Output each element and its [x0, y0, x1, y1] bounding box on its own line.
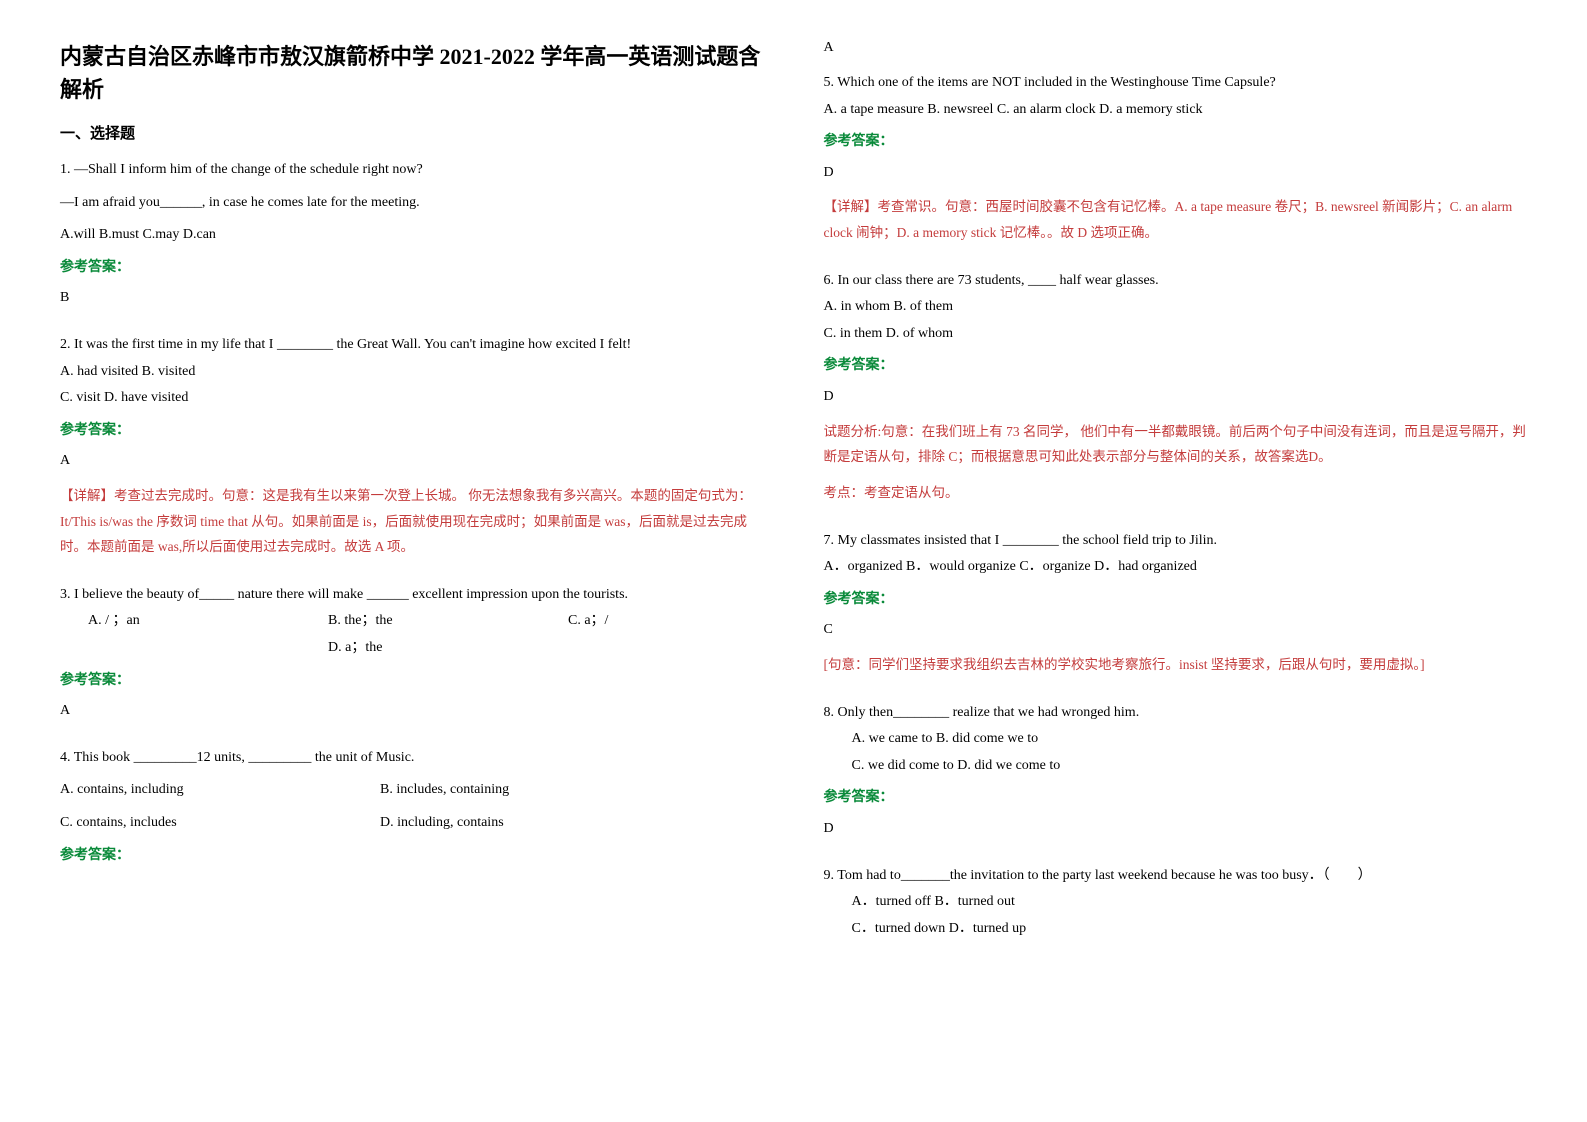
question-2: 2. It was the first time in my life that…: [60, 332, 764, 570]
q8-answer: D: [824, 816, 1528, 843]
q6-line1: 6. In our class there are 73 students, _…: [824, 268, 1528, 295]
q1-answer: B: [60, 285, 764, 312]
q7-explanation: [句意：同学们坚持要求我组织去吉林的学校实地考察旅行。insist 坚持要求，后…: [824, 652, 1528, 678]
q4-opt-b: B. includes, containing: [380, 777, 509, 804]
question-6: 6. In our class there are 73 students, _…: [824, 268, 1528, 516]
q8-options-b: C. we did come to D. did we come to: [824, 753, 1528, 780]
q8-line1: 8. Only then________ realize that we had…: [824, 700, 1528, 727]
question-8: 8. Only then________ realize that we had…: [824, 700, 1528, 851]
q3-answer: A: [60, 698, 764, 725]
q4-opt-a: A. contains, including: [60, 777, 340, 804]
q6-options-a: A. in whom B. of them: [824, 294, 1528, 321]
q9-options-a: A．turned off B．turned out: [824, 889, 1528, 916]
q3-opt-spacer: [88, 635, 288, 662]
q5-options: A. a tape measure B. newsreel C. an alar…: [824, 97, 1528, 124]
q5-answer: D: [824, 160, 1528, 187]
q8-options-a: A. we came to B. did come we to: [824, 726, 1528, 753]
q4-line1: 4. This book _________12 units, ________…: [60, 745, 764, 772]
q6-answer: D: [824, 384, 1528, 411]
question-1: 1. —Shall I inform him of the change of …: [60, 157, 764, 320]
q1-answer-label: 参考答案：: [60, 255, 764, 282]
q2-options-a: A. had visited B. visited: [60, 359, 764, 386]
q6-explanation-1: 试题分析:句意：在我们班上有 73 名同学， 他们中有一半都戴眼镜。前后两个句子…: [824, 419, 1528, 470]
q9-options-b: C．turned down D．turned up: [824, 916, 1528, 943]
q2-line1: 2. It was the first time in my life that…: [60, 332, 764, 359]
document-title: 内蒙古自治区赤峰市市敖汉旗箭桥中学 2021-2022 学年高一英语测试题含解析: [60, 40, 764, 106]
q4-options-row1: A. contains, including B. includes, cont…: [60, 777, 764, 804]
q4-answer-label: 参考答案：: [60, 843, 764, 870]
q7-answer: C: [824, 617, 1528, 644]
question-3: 3. I believe the beauty of_____ nature t…: [60, 582, 764, 733]
q5-answer-label: 参考答案：: [824, 129, 1528, 156]
question-7: 7. My classmates insisted that I _______…: [824, 528, 1528, 688]
q2-options-b: C. visit D. have visited: [60, 385, 764, 412]
q3-opt-d: D. a；the: [328, 635, 382, 662]
q1-options: A.will B.must C.may D.can: [60, 222, 764, 249]
q7-answer-label: 参考答案：: [824, 587, 1528, 614]
q9-line1: 9. Tom had to_______the invitation to th…: [824, 863, 1528, 890]
q7-line1: 7. My classmates insisted that I _______…: [824, 528, 1528, 555]
question-5: 5. Which one of the items are NOT includ…: [824, 70, 1528, 256]
q4-opt-c: C. contains, includes: [60, 810, 340, 837]
q4-answer: A: [824, 40, 1528, 56]
q3-options-row2: D. a；the: [60, 635, 764, 662]
q2-answer: A: [60, 448, 764, 475]
left-column: 内蒙古自治区赤峰市市敖汉旗箭桥中学 2021-2022 学年高一英语测试题含解析…: [60, 40, 764, 1082]
section-1-heading: 一、选择题: [60, 122, 764, 143]
q4-opt-d: D. including, contains: [380, 810, 504, 837]
q3-opt-c: C. a；/: [568, 608, 608, 635]
q5-line1: 5. Which one of the items are NOT includ…: [824, 70, 1528, 97]
q1-line2: —I am afraid you______, in case he comes…: [60, 190, 764, 217]
q6-explanation-2: 考点：考查定语从句。: [824, 480, 1528, 506]
q5-explanation: 【详解】考查常识。句意：西屋时间胶囊不包含有记忆棒。A. a tape meas…: [824, 194, 1528, 245]
q3-opt-a: A. / ；an: [88, 608, 288, 635]
q3-answer-label: 参考答案：: [60, 668, 764, 695]
q1-line1: 1. —Shall I inform him of the change of …: [60, 157, 764, 184]
q3-opt-b: B. the；the: [328, 608, 528, 635]
question-9: 9. Tom had to_______the invitation to th…: [824, 863, 1528, 943]
right-column: A 5. Which one of the items are NOT incl…: [824, 40, 1528, 1082]
q3-line1: 3. I believe the beauty of_____ nature t…: [60, 582, 764, 609]
q6-options-b: C. in them D. of whom: [824, 321, 1528, 348]
q2-answer-label: 参考答案：: [60, 418, 764, 445]
question-4: 4. This book _________12 units, ________…: [60, 745, 764, 873]
q4-options-row2: C. contains, includes D. including, cont…: [60, 810, 764, 837]
q8-answer-label: 参考答案：: [824, 785, 1528, 812]
q6-answer-label: 参考答案：: [824, 353, 1528, 380]
q2-explanation: 【详解】考查过去完成时。句意：这是我有生以来第一次登上长城。 你无法想象我有多兴…: [60, 483, 764, 560]
q3-options-row1: A. / ；an B. the；the C. a；/: [60, 608, 764, 635]
q7-options: A．organized B．would organize C．organize …: [824, 554, 1528, 581]
